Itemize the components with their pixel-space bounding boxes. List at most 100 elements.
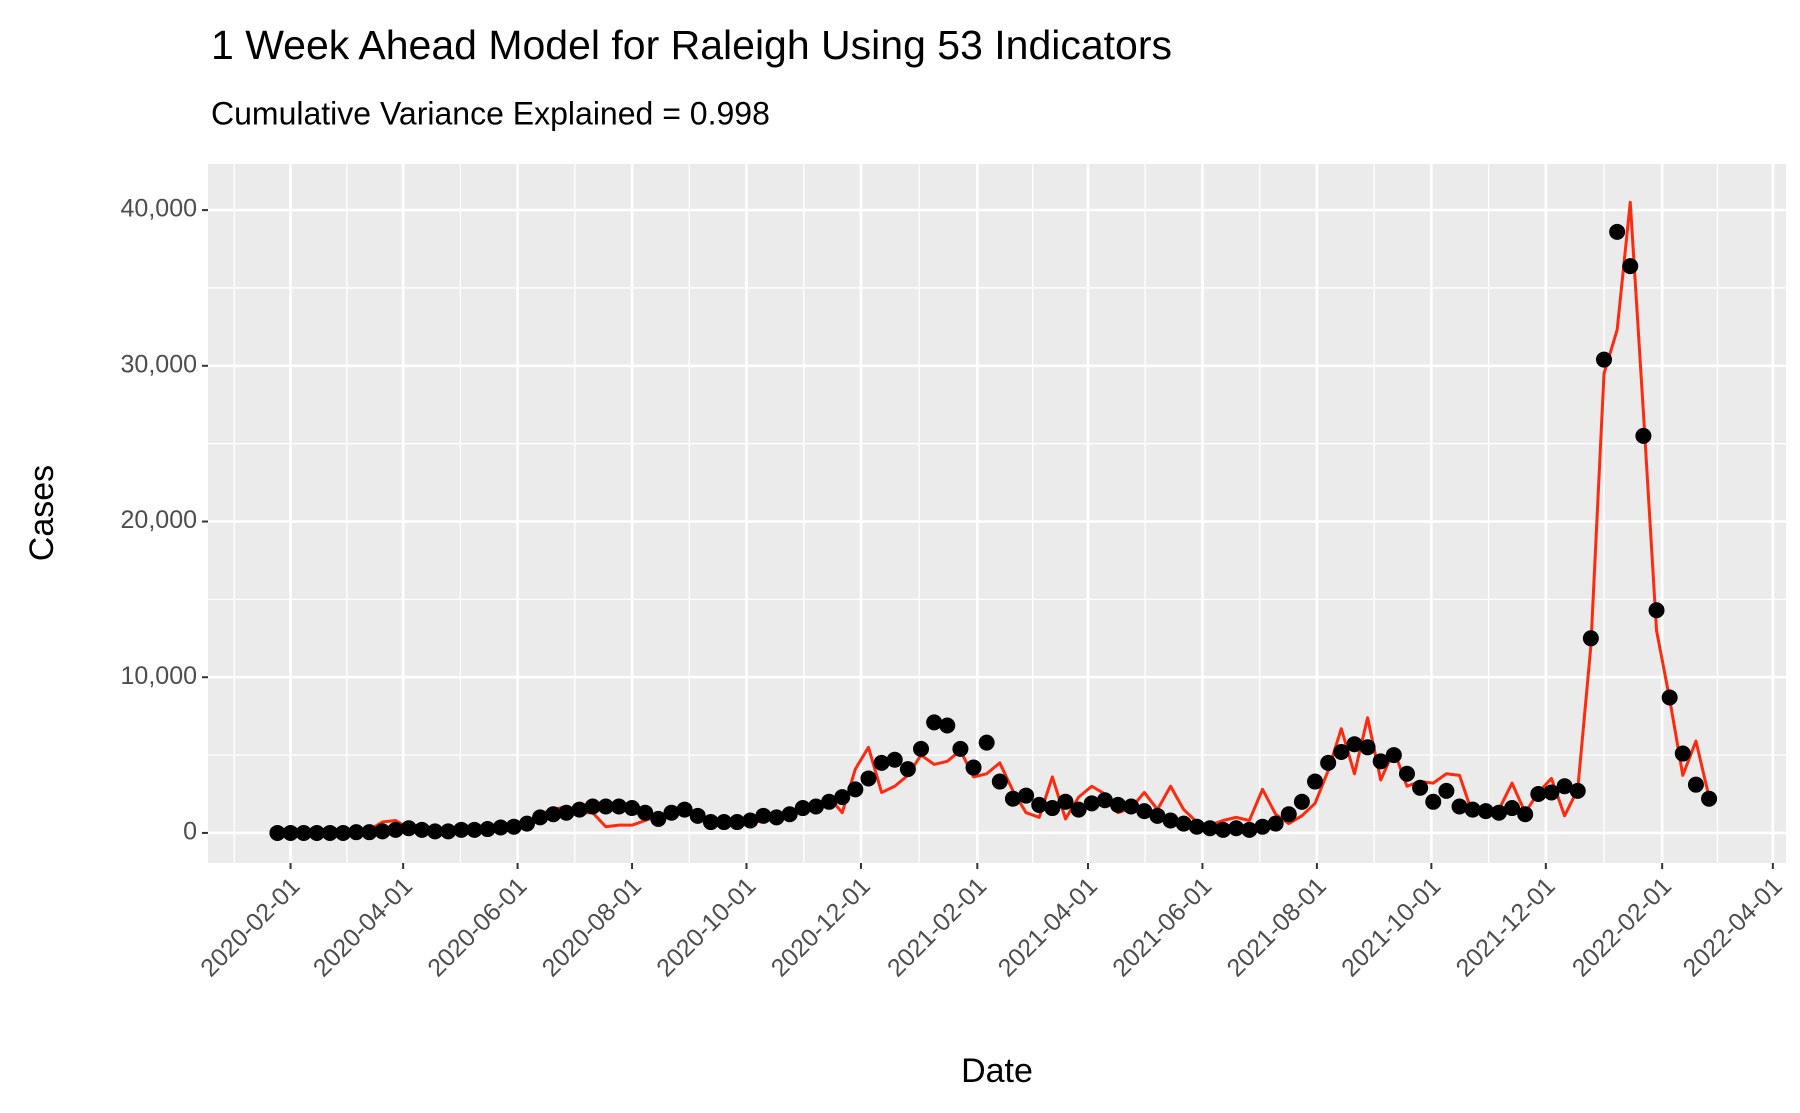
actual-point	[1004, 790, 1021, 807]
y-tick-label: 10,000	[121, 662, 197, 690]
x-tick-label: 2022-04-01	[1678, 872, 1788, 982]
actual-point	[295, 824, 312, 841]
actual-point	[321, 824, 338, 841]
actual-point	[1398, 765, 1415, 782]
actual-point	[1018, 787, 1035, 804]
actual-point	[663, 804, 680, 821]
actual-point	[1609, 223, 1626, 240]
actual-point	[1175, 815, 1192, 832]
actual-point	[1412, 779, 1429, 796]
actual-point	[1595, 351, 1612, 368]
actual-point	[1110, 796, 1127, 813]
actual-point	[702, 814, 719, 831]
actual-point	[1096, 792, 1113, 809]
actual-point	[440, 823, 457, 840]
actual-point	[807, 798, 824, 815]
actual-point	[650, 810, 667, 827]
actual-point	[847, 781, 864, 798]
actual-point	[913, 740, 930, 757]
actual-point	[834, 789, 851, 806]
actual-point	[453, 821, 470, 838]
actual-point	[781, 806, 798, 823]
actual-point	[584, 798, 601, 815]
actual-point	[1464, 801, 1481, 818]
x-tick-label: 2022-02-01	[1567, 872, 1677, 982]
actual-point	[886, 751, 903, 768]
actual-point	[1530, 786, 1547, 803]
actual-point	[768, 809, 785, 826]
plot-panel	[208, 164, 1786, 863]
actual-point	[1267, 815, 1284, 832]
actual-point	[1517, 806, 1534, 823]
actual-point	[1307, 773, 1324, 790]
actual-point	[1031, 796, 1048, 813]
actual-point	[1661, 689, 1678, 706]
actual-point	[361, 824, 378, 841]
actual-point	[1254, 818, 1271, 835]
actual-point	[978, 734, 995, 751]
actual-point	[1477, 803, 1494, 820]
actual-point	[571, 801, 588, 818]
chart-title: 1 Week Ahead Model for Raleigh Using 53 …	[211, 22, 1172, 68]
actual-point	[1070, 801, 1087, 818]
actual-point	[400, 820, 417, 837]
actual-point	[1333, 743, 1350, 760]
actual-point	[715, 814, 732, 831]
actual-point	[1687, 776, 1704, 793]
actual-point	[1215, 821, 1232, 838]
actual-point	[413, 821, 430, 838]
actual-point	[1228, 820, 1245, 837]
actual-point	[1622, 258, 1639, 275]
y-tick-label: 30,000	[121, 350, 197, 378]
actual-point	[991, 773, 1008, 790]
actual-point	[505, 818, 522, 835]
actual-point	[479, 821, 496, 838]
y-tick-label: 20,000	[121, 506, 197, 534]
actual-point	[1648, 602, 1665, 619]
actual-point	[755, 807, 772, 824]
actual-point	[624, 800, 641, 817]
actual-point	[610, 798, 627, 815]
actual-point	[1201, 820, 1218, 837]
actual-point	[1582, 630, 1599, 647]
actual-point	[1044, 800, 1061, 817]
actual-point	[532, 809, 549, 826]
x-tick-label: 2020-02-01	[195, 872, 305, 982]
x-tick-label: 2020-06-01	[422, 872, 532, 982]
actual-point	[821, 793, 838, 810]
x-tick-label: 2021-10-01	[1336, 872, 1446, 982]
y-tick-label: 0	[183, 818, 197, 846]
x-tick-label: 2021-04-01	[993, 872, 1103, 982]
actual-point	[1083, 795, 1100, 812]
actual-point	[1123, 798, 1140, 815]
actual-point	[1438, 782, 1455, 799]
actual-point	[282, 824, 299, 841]
actual-point	[952, 740, 969, 757]
actual-point	[729, 814, 746, 831]
actual-point	[1280, 806, 1297, 823]
actual-point	[558, 804, 575, 821]
x-tick-label: 2021-12-01	[1451, 872, 1561, 982]
actual-point	[492, 819, 509, 836]
y-tick-label: 40,000	[121, 195, 197, 223]
actual-point	[926, 714, 943, 731]
actual-point	[597, 798, 614, 815]
actual-point	[374, 823, 391, 840]
y-axis-title: Cases	[23, 465, 61, 561]
x-tick-label: 2021-08-01	[1222, 872, 1332, 982]
actual-point	[939, 717, 956, 734]
x-tick-label: 2021-02-01	[882, 872, 992, 982]
actual-point	[308, 824, 325, 841]
x-tick-label: 2020-10-01	[651, 872, 761, 982]
actual-point	[1162, 812, 1179, 829]
actual-point	[1241, 821, 1258, 838]
x-tick-label: 2020-08-01	[537, 872, 647, 982]
actual-point	[689, 807, 706, 824]
actual-point	[1635, 427, 1652, 444]
actual-point	[1490, 804, 1507, 821]
actual-point	[1293, 793, 1310, 810]
actual-point	[1569, 782, 1586, 799]
actual-point	[466, 821, 483, 838]
actual-point	[348, 824, 365, 841]
